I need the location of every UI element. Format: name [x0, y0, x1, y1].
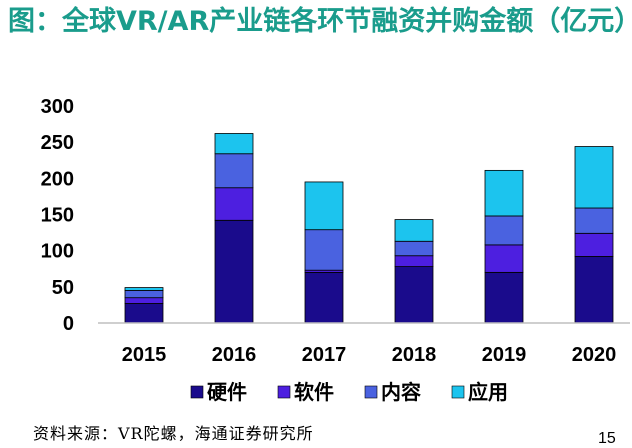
bar-segment — [484, 169, 524, 217]
y-tick-label: 200 — [41, 168, 74, 190]
bar-segment — [214, 153, 254, 189]
x-tick-label: 2015 — [122, 344, 167, 366]
y-tick-label: 50 — [52, 277, 74, 299]
y-tick-label: 300 — [41, 96, 74, 118]
bar-segment — [124, 287, 164, 291]
bars — [124, 133, 614, 324]
bar-segment — [304, 181, 344, 231]
legend-label: 应用 — [468, 380, 508, 404]
y-tick-label: 100 — [41, 241, 74, 263]
legend-swatch — [277, 385, 291, 399]
bar-segment — [394, 266, 434, 324]
legend-swatch — [451, 385, 465, 399]
bar-segment — [304, 271, 344, 324]
bar-segment — [394, 240, 434, 257]
legend-label: 软件 — [294, 380, 334, 404]
bar-segment — [124, 297, 164, 304]
x-tick-label: 2020 — [572, 344, 617, 366]
bar-segment — [484, 271, 524, 324]
y-tick-label: 250 — [41, 132, 74, 154]
x-tick-label: 2018 — [392, 344, 437, 366]
bar-segment — [484, 215, 524, 246]
bar-segment — [214, 133, 254, 155]
bar-segment — [574, 256, 614, 324]
chart-title: 图：全球VR/AR产业链各环节融资并购金额（亿元） — [8, 6, 632, 37]
bar-segment — [484, 244, 524, 273]
bar-segment — [574, 146, 614, 209]
legend-label: 内容 — [381, 380, 421, 404]
page-number: 15 — [598, 430, 616, 447]
bar-segment — [394, 219, 434, 242]
bar-segment — [574, 207, 614, 234]
x-tick-label: 2016 — [212, 344, 257, 366]
bar-segment — [124, 303, 164, 324]
legend-swatch — [364, 385, 378, 399]
source-note: 资料来源：VR陀螺，海通证券研究所 — [33, 424, 314, 443]
bar-segment — [304, 229, 344, 271]
legend-swatch — [190, 385, 204, 399]
legend-label: 硬件 — [207, 380, 247, 404]
x-axis: 2015 2016 2017 2018 2019 2020 — [122, 344, 617, 366]
y-tick-label: 150 — [41, 205, 74, 227]
x-tick-label: 2017 — [302, 344, 347, 366]
legend: 硬件 软件 内容 应用 — [190, 380, 508, 404]
y-tick-label: 0 — [63, 313, 74, 335]
y-axis: 0 50 100 150 200 250 300 — [41, 96, 74, 335]
x-tick-label: 2019 — [482, 344, 527, 366]
bar-segment — [214, 219, 254, 324]
bar-segment — [124, 290, 164, 299]
bar-segment — [574, 232, 614, 257]
bar-segment — [394, 255, 434, 267]
bar-segment — [214, 187, 254, 221]
